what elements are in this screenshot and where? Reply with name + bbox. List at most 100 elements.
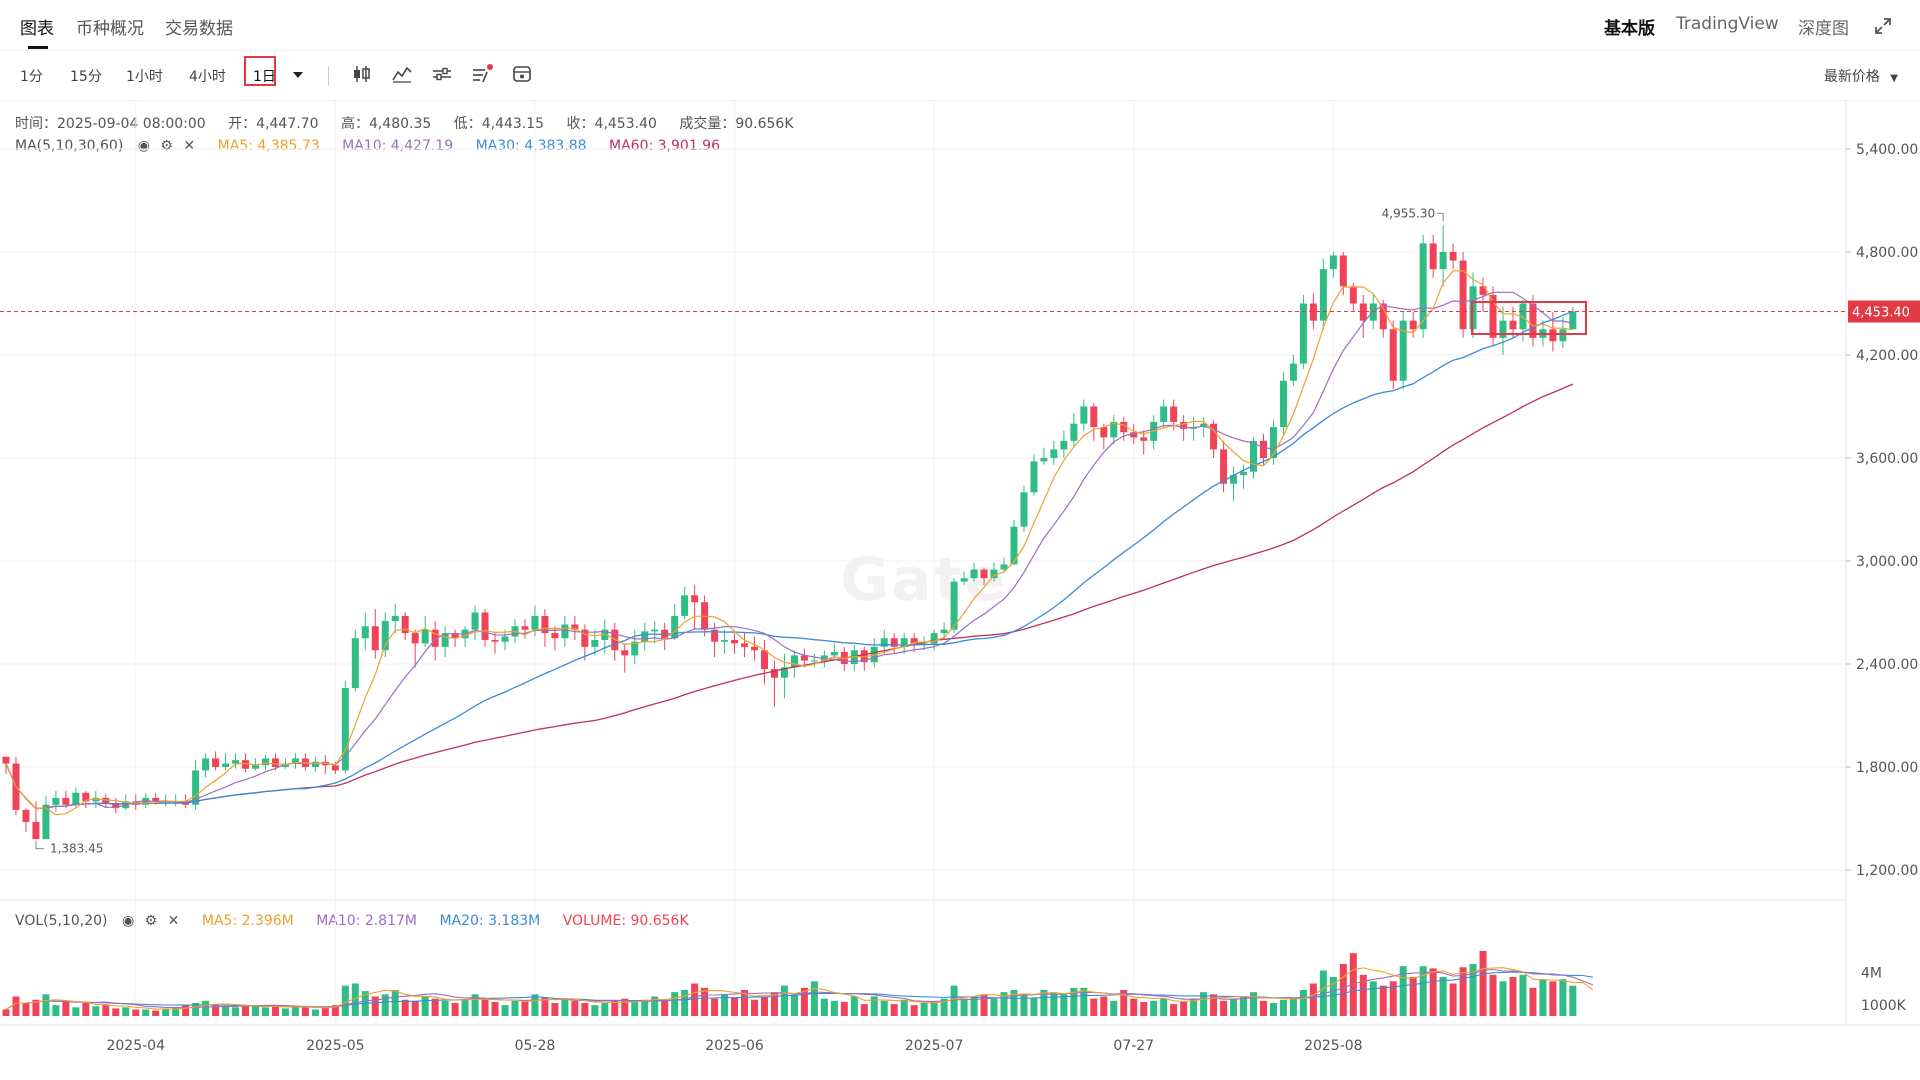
close-icon[interactable]: ✕ xyxy=(183,138,196,154)
chart-settings-icon[interactable] xyxy=(511,64,533,84)
candle-body xyxy=(601,629,609,640)
candle-body xyxy=(1519,303,1527,330)
volume-bar xyxy=(950,985,958,1016)
vol-tick-label: 4M xyxy=(1861,966,1882,982)
volume-bar xyxy=(1140,1001,1148,1016)
volume-bar xyxy=(1010,990,1018,1016)
tab-basic[interactable]: 基本版 xyxy=(1604,19,1655,39)
candle-body xyxy=(1200,423,1208,428)
volume-bar xyxy=(1080,987,1088,1016)
indicator-icon[interactable] xyxy=(391,64,413,84)
volume-bar xyxy=(691,983,699,1016)
candle-body xyxy=(1250,440,1257,472)
last-price-tag xyxy=(1848,300,1920,323)
settings-icon[interactable]: ⚙ xyxy=(144,913,158,929)
volume-bar xyxy=(1299,990,1307,1016)
tab-depth-chart[interactable]: 深度图 xyxy=(1798,19,1849,39)
settings-sliders-icon[interactable] xyxy=(431,64,453,84)
candle-body xyxy=(1299,303,1307,364)
candle-body xyxy=(1210,423,1218,450)
vol-ma5-value: MA5: 2.396M xyxy=(201,913,294,929)
volume-bar xyxy=(1569,985,1577,1016)
timeframe-15m[interactable]: 15分 xyxy=(70,69,102,85)
candle-body xyxy=(810,660,818,662)
candle-body xyxy=(232,760,240,764)
ma10-line xyxy=(5,291,1574,810)
volume-bar xyxy=(890,1004,898,1016)
fullscreen-icon[interactable] xyxy=(1874,17,1892,35)
candle-body xyxy=(52,797,60,805)
volume-bar xyxy=(122,1007,130,1016)
volume-bar xyxy=(232,1007,240,1016)
volume-bar xyxy=(511,1000,519,1016)
max-annotation-arrow xyxy=(1437,212,1444,222)
timeframe-active-box xyxy=(244,56,276,86)
volume-bar xyxy=(880,1000,888,1016)
volume-bar xyxy=(471,994,479,1016)
candle-body xyxy=(92,797,100,802)
volume-bar xyxy=(970,996,978,1016)
candle-body xyxy=(341,688,349,771)
price-chart[interactable]: 5,400.00 4,800.00 4,200.00 3,600.00 3,000.00… xyxy=(0,100,1920,1080)
volume-bar xyxy=(112,1008,120,1016)
candle-body xyxy=(1479,286,1487,295)
volume-bar xyxy=(671,992,679,1016)
x-tick-label: 2025-06 xyxy=(705,1038,764,1054)
volume-bar xyxy=(701,987,709,1016)
eye-icon[interactable]: ◉ xyxy=(137,138,150,154)
volume-bar xyxy=(1459,967,1467,1016)
price-type-select[interactable]: 最新价格 ▼ xyxy=(1824,66,1898,86)
candle-body xyxy=(32,821,40,840)
volume-bar xyxy=(491,1001,499,1016)
volume-bar xyxy=(1070,987,1078,1016)
candle-body xyxy=(760,650,768,670)
volume-bar xyxy=(32,999,40,1016)
volume-bar xyxy=(182,1005,190,1016)
volume-bar xyxy=(371,996,379,1016)
volume-bar xyxy=(601,1003,609,1016)
timeframe-1d[interactable]: 1日 xyxy=(253,69,276,85)
ma60-value: MA60: 3,901.96 xyxy=(609,138,720,154)
candle-body xyxy=(1060,440,1068,450)
candle-body xyxy=(62,797,70,805)
volume-bar xyxy=(451,1003,459,1016)
volume-bar xyxy=(1279,999,1287,1016)
timeframe-1h[interactable]: 1小时 xyxy=(126,69,163,85)
tab-chart[interactable]: 图表 xyxy=(20,19,54,39)
settings-icon[interactable]: ⚙ xyxy=(160,138,173,154)
tab-tradingview[interactable]: TradingView xyxy=(1676,14,1779,34)
candle-body xyxy=(721,639,729,642)
drawing-tools-icon[interactable] xyxy=(471,64,493,84)
volume-bar xyxy=(212,1005,220,1016)
timeframe-1m[interactable]: 1分 xyxy=(20,69,43,85)
volume-bar xyxy=(1200,992,1208,1016)
candle-body xyxy=(1289,363,1297,381)
active-tab-underline xyxy=(28,46,48,49)
eye-icon[interactable]: ◉ xyxy=(121,913,135,929)
candle-body xyxy=(1110,421,1118,438)
volume-bar xyxy=(770,992,778,1016)
y-tick-label: 5,400.00 xyxy=(1856,142,1918,158)
vol-ma10-value: MA10: 2.817M xyxy=(316,913,417,929)
timeframe-4h[interactable]: 4小时 xyxy=(189,69,226,85)
volume-bar xyxy=(172,1007,180,1016)
candle-body xyxy=(2,756,10,764)
volume-bar xyxy=(751,999,758,1016)
candle-type-icon[interactable] xyxy=(351,64,373,84)
volume-bar xyxy=(1000,992,1008,1016)
chevron-down-icon[interactable] xyxy=(292,70,304,80)
tab-trade-data[interactable]: 交易数据 xyxy=(165,19,233,39)
tab-overview[interactable]: 币种概况 xyxy=(76,19,144,39)
volume-bar xyxy=(501,1005,509,1016)
volume-bar xyxy=(1389,981,1397,1016)
volume-bar xyxy=(1130,998,1138,1016)
volume-bar xyxy=(281,1008,289,1016)
candle-body xyxy=(1419,243,1427,330)
close-icon[interactable]: ✕ xyxy=(167,913,180,929)
volume-bar xyxy=(790,994,798,1016)
candle-body xyxy=(112,803,120,809)
volume-bar xyxy=(840,1001,848,1016)
volume-bar xyxy=(820,998,828,1016)
candle-body xyxy=(1240,471,1248,476)
volume-bar xyxy=(2,1009,10,1016)
